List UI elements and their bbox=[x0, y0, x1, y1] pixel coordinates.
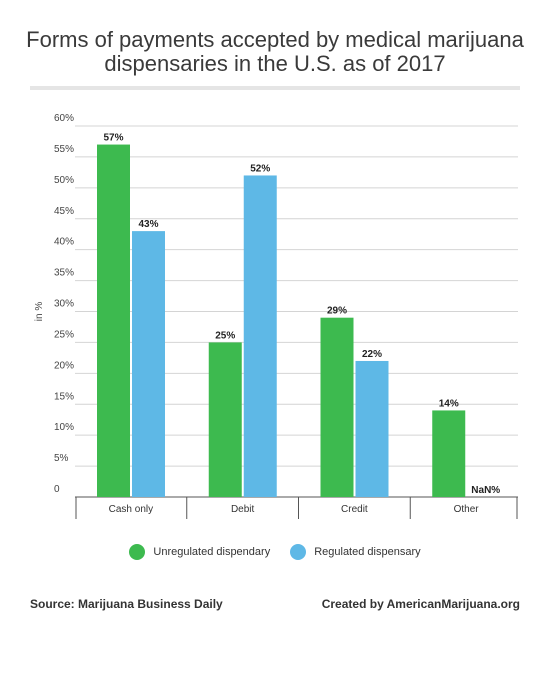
y-tick-label: 25% bbox=[54, 329, 74, 340]
bar-credit-0 bbox=[320, 317, 354, 497]
y-tick-label: 20% bbox=[54, 360, 74, 371]
bar-cash-only-0 bbox=[97, 144, 130, 498]
legend-swatch bbox=[129, 544, 146, 560]
chart-title-line2: dispensaries in the U.S. as of 2017 bbox=[104, 51, 446, 76]
legend-swatch bbox=[290, 544, 307, 560]
y-tick-label: 45% bbox=[54, 206, 74, 217]
data-label: NaN% bbox=[471, 485, 500, 496]
data-label: 25% bbox=[215, 330, 235, 341]
data-label: 14% bbox=[439, 398, 459, 409]
y-tick-label: 5% bbox=[54, 453, 69, 464]
y-tick-label: 60% bbox=[54, 113, 74, 124]
legend-item: Unregulated dispendary bbox=[129, 544, 270, 560]
chart-title: Forms of payments accepted by medical ma… bbox=[20, 28, 530, 76]
data-label: 29% bbox=[327, 306, 347, 317]
y-axis-label: in % bbox=[34, 302, 45, 322]
legend-label: Unregulated dispendary bbox=[153, 546, 271, 558]
data-label: 43% bbox=[138, 219, 158, 230]
bar-debit-1 bbox=[243, 175, 277, 497]
x-tick-label: Cash only bbox=[109, 504, 153, 515]
y-tick-label: 10% bbox=[54, 422, 74, 433]
data-label: 57% bbox=[103, 133, 123, 144]
y-tick-label: 15% bbox=[54, 391, 74, 402]
x-tick-label: Credit bbox=[341, 504, 368, 515]
x-tick-label: Other bbox=[454, 504, 480, 515]
x-tick-label: Debit bbox=[231, 504, 255, 515]
data-label: 22% bbox=[362, 349, 382, 360]
legend-item: Regulated dispensary bbox=[290, 544, 421, 560]
bar-debit-0 bbox=[208, 342, 242, 497]
legend-label: Regulated dispensary bbox=[314, 546, 421, 558]
y-tick-label: 35% bbox=[54, 268, 74, 279]
source-note: Source: Marijuana Business Daily bbox=[30, 597, 223, 611]
y-tick-label: 40% bbox=[54, 237, 74, 248]
y-tick-label: 0 bbox=[54, 484, 60, 495]
y-tick-label: 55% bbox=[54, 144, 74, 155]
y-tick-label: 50% bbox=[54, 175, 74, 186]
title-divider bbox=[30, 86, 520, 90]
bar-other-0 bbox=[432, 410, 466, 497]
credit-note: Created by AmericanMarijuana.org bbox=[321, 597, 520, 611]
y-tick-label: 30% bbox=[54, 299, 74, 310]
bar-credit-1 bbox=[355, 360, 389, 497]
bar-cash-only-1 bbox=[132, 231, 165, 497]
chart-title-line1: Forms of payments accepted by medical ma… bbox=[26, 27, 524, 52]
chart-legend: Unregulated dispendary Regulated dispensa… bbox=[0, 544, 550, 560]
data-label: 52% bbox=[250, 163, 270, 174]
